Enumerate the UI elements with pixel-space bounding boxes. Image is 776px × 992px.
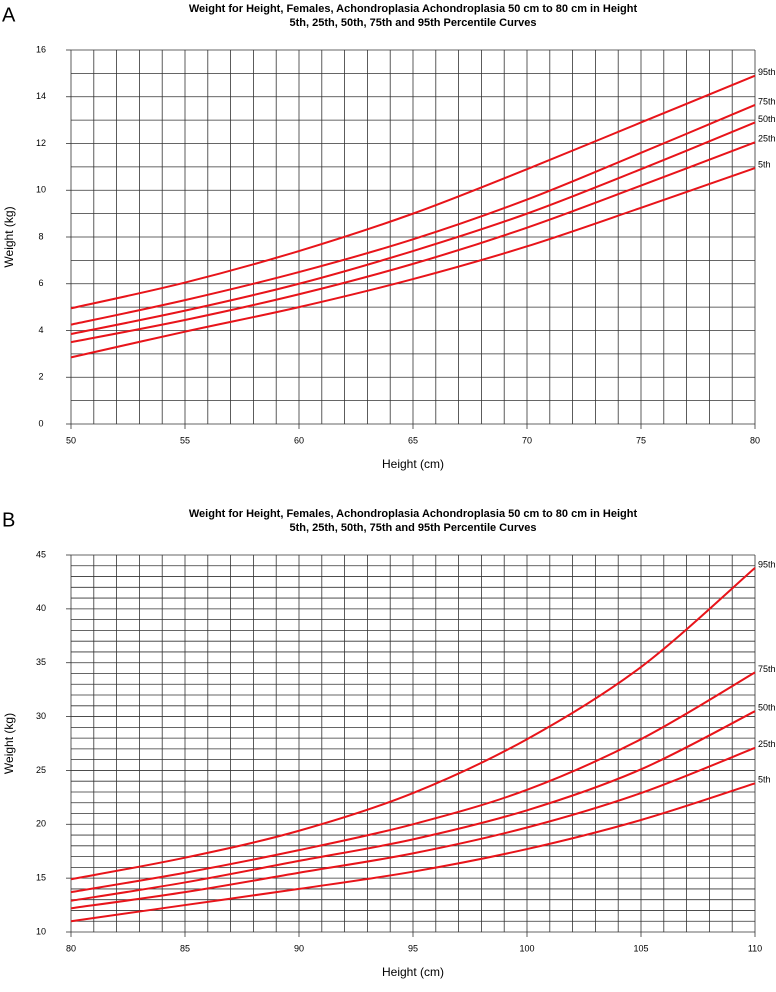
x-tick-label: 80 [750, 435, 760, 445]
percentile-curve [70, 141, 756, 344]
percentile-curve [70, 567, 756, 881]
y-tick-label: 8 [38, 231, 43, 241]
chart-subtitle: 5th, 25th, 50th, 75th and 95th Percentil… [290, 17, 537, 29]
curve-label: 95th [758, 67, 776, 77]
y-tick-label: 6 [38, 278, 43, 288]
curve-label: 5th [758, 775, 771, 785]
y-tick-label: 20 [36, 819, 46, 829]
y-tick-label: 2 [38, 372, 43, 382]
percentile-curve [70, 167, 756, 359]
x-tick-label: 105 [633, 943, 648, 953]
percentile-curve [70, 746, 756, 910]
y-tick-label: 35 [36, 657, 46, 667]
x-tick-label: 90 [294, 943, 304, 953]
y-tick-label: 0 [38, 418, 43, 428]
x-tick-label: 60 [294, 435, 304, 445]
x-tick-label: 50 [66, 435, 76, 445]
y-tick-label: 40 [36, 603, 46, 613]
x-tick-label: 75 [636, 435, 646, 445]
y-tick-label: 15 [36, 873, 46, 883]
curve-label: 75th [758, 96, 776, 106]
curve-label: 50th [758, 703, 776, 713]
curve-label: 25th [758, 134, 776, 144]
y-tick-label: 25 [36, 765, 46, 775]
x-axis-label: Height (cm) [382, 965, 444, 979]
curve-label: 75th [758, 664, 776, 674]
chart-title: Weight for Height, Females, Achondroplas… [189, 508, 638, 520]
y-tick-label: 45 [36, 549, 46, 559]
percentile-curve [70, 671, 756, 894]
y-axis-label: Weight (kg) [2, 206, 16, 267]
x-axis-label: Height (cm) [382, 457, 444, 471]
panel-label: B [2, 509, 15, 531]
x-tick-label: 80 [66, 943, 76, 953]
x-tick-label: 55 [180, 435, 190, 445]
percentile-curve [70, 710, 756, 902]
y-axis-label: Weight (kg) [2, 713, 16, 774]
chart-title: Weight for Height, Females, Achondroplas… [189, 3, 638, 15]
chart-subtitle: 5th, 25th, 50th, 75th and 95th Percentil… [290, 522, 537, 534]
percentile-curve [70, 782, 756, 923]
percentile-curve [70, 104, 756, 326]
y-tick-label: 4 [38, 325, 43, 335]
curve-label: 25th [758, 739, 776, 749]
x-tick-label: 110 [748, 943, 762, 953]
x-tick-label: 70 [522, 435, 532, 445]
y-tick-label: 14 [36, 91, 46, 101]
x-tick-label: 65 [408, 435, 418, 445]
y-tick-label: 16 [36, 44, 46, 54]
x-tick-label: 95 [408, 943, 418, 953]
y-tick-label: 10 [36, 185, 46, 195]
percentile-curve [70, 121, 756, 335]
curve-label: 95th [758, 559, 776, 569]
x-tick-label: 85 [180, 943, 190, 953]
percentile-curve [70, 74, 756, 310]
y-tick-label: 30 [36, 711, 46, 721]
x-tick-label: 100 [519, 943, 534, 953]
panel-label: A [2, 4, 16, 26]
curve-label: 5th [758, 159, 771, 169]
y-tick-label: 12 [36, 138, 46, 148]
y-tick-label: 10 [36, 926, 46, 936]
curve-label: 50th [758, 114, 776, 124]
